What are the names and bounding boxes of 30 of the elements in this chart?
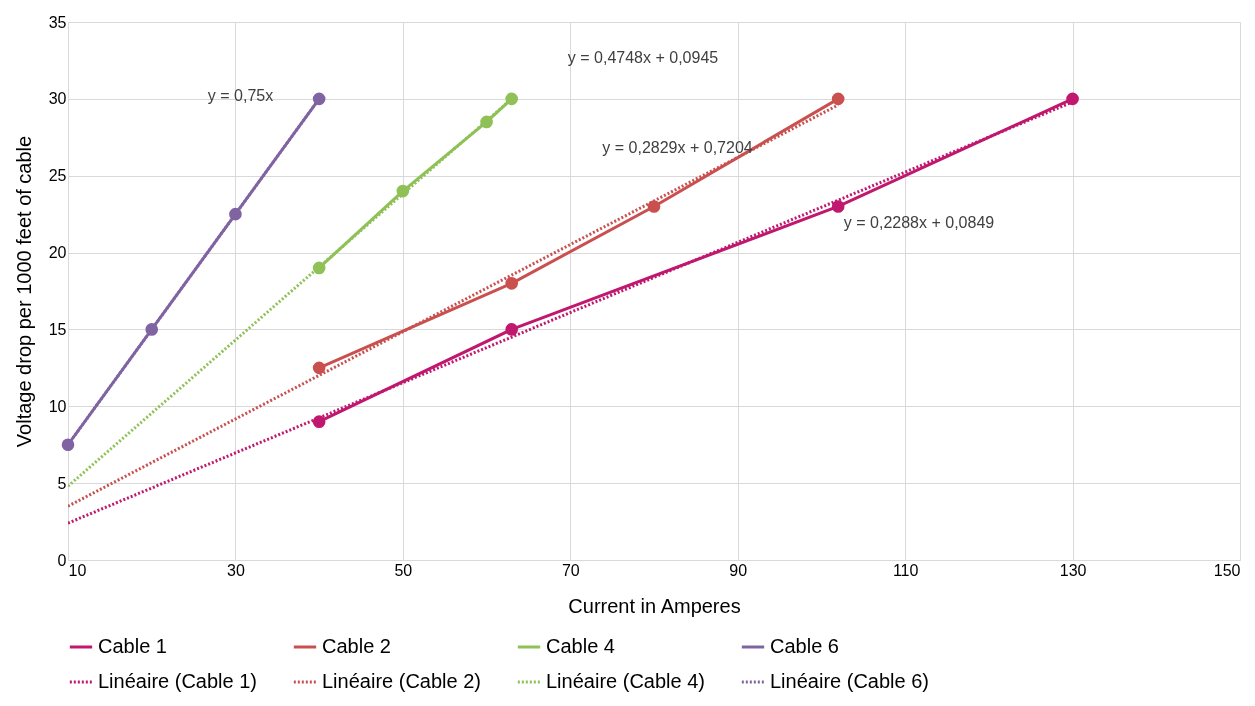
y-tick-label: 0 xyxy=(57,551,67,569)
y-tick-label: 25 xyxy=(48,167,67,185)
y-tick-label: 35 xyxy=(48,13,67,31)
x-tick-label: 10 xyxy=(68,561,87,579)
y-tick-label: 30 xyxy=(48,90,67,108)
x-tick-label: 150 xyxy=(1213,561,1241,579)
legend-label: Linéaire (Cable 4) xyxy=(546,670,705,692)
legend-label: Linéaire (Cable 2) xyxy=(322,670,481,692)
x-tick-label: 30 xyxy=(227,561,245,579)
legend-label: Cable 4 xyxy=(546,635,615,657)
x-tick-label: 50 xyxy=(394,561,413,579)
x-tick-label: 90 xyxy=(729,561,748,579)
x-tick-label: 110 xyxy=(892,561,919,579)
annotation: y = 0,75x xyxy=(207,87,274,105)
x-axis-title: Current in Amperes xyxy=(568,594,741,617)
y-tick-label: 20 xyxy=(48,244,67,262)
annotation: y = 0,4748x + 0,0945 xyxy=(567,49,719,67)
y-axis-title: Voltage drop per 1000 feet of cable xyxy=(12,135,35,448)
y-tick-label: 10 xyxy=(48,397,67,415)
y-tick-label: 5 xyxy=(57,474,67,492)
legend-label: Cable 1 xyxy=(98,635,167,657)
x-tick-label: 130 xyxy=(1059,561,1087,579)
annotation: y = 0,2288x + 0,0849 xyxy=(843,213,995,231)
legend-label: Cable 6 xyxy=(770,635,839,657)
x-tick-label: 70 xyxy=(561,561,580,579)
annotation: y = 0,2829x + 0,7204 xyxy=(602,139,753,157)
y-tick-label: 15 xyxy=(48,320,67,338)
legend-label: Linéaire (Cable 6) xyxy=(770,670,929,692)
legend-label: Linéaire (Cable 1) xyxy=(98,670,257,692)
legend-label: Cable 2 xyxy=(322,635,391,657)
